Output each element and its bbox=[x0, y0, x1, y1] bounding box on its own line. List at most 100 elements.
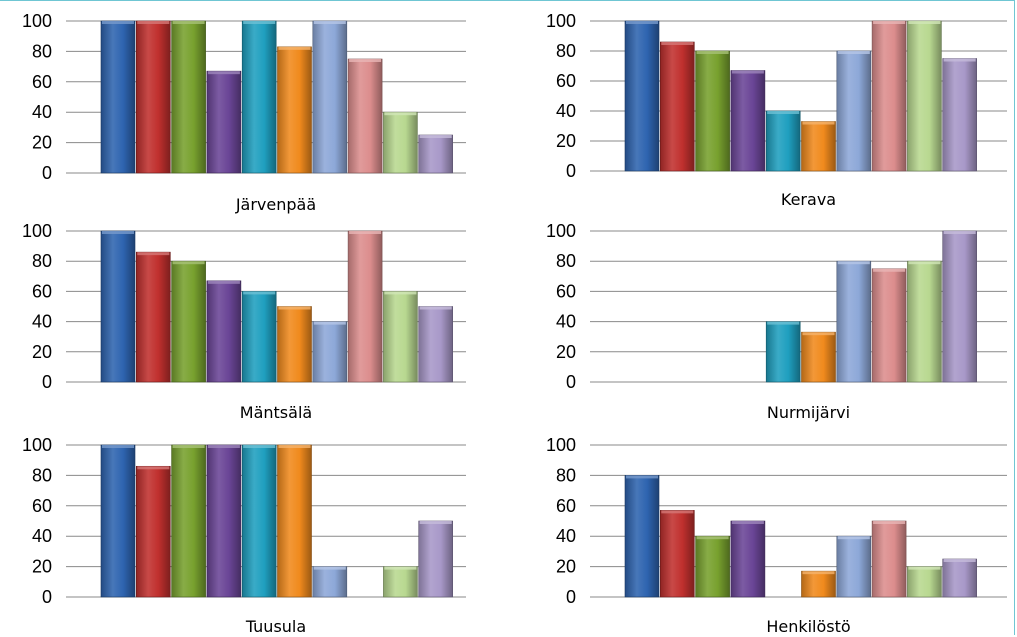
bar-highlight bbox=[102, 445, 134, 448]
bar bbox=[100, 20, 136, 174]
bar bbox=[277, 306, 312, 383]
y-tick-label: 100 bbox=[22, 11, 52, 31]
bar-highlight bbox=[243, 291, 276, 295]
bar-highlight bbox=[802, 332, 835, 336]
category-label: Nurmijärvi bbox=[767, 403, 850, 422]
bar bbox=[624, 475, 660, 598]
bar bbox=[907, 260, 942, 383]
bar-highlight bbox=[626, 475, 658, 479]
bar-highlight bbox=[102, 231, 134, 234]
bar-highlight bbox=[731, 70, 764, 74]
y-tick-label: 0 bbox=[566, 161, 576, 181]
category-label: Järvenpää bbox=[235, 195, 316, 214]
bar-highlight bbox=[384, 112, 417, 116]
bar bbox=[942, 58, 978, 172]
bar bbox=[312, 321, 348, 383]
bar bbox=[418, 134, 454, 174]
bar bbox=[871, 520, 907, 598]
bar bbox=[418, 306, 454, 383]
y-tick-label: 80 bbox=[556, 251, 576, 271]
bar-highlight bbox=[626, 21, 658, 24]
bar bbox=[765, 110, 801, 172]
y-tick-label: 100 bbox=[22, 435, 52, 455]
y-tick-label: 20 bbox=[556, 342, 576, 362]
y-tick-label: 40 bbox=[32, 102, 52, 122]
chart-panel-4: 0 20 40 60 80 100 Nurmijärvi bbox=[546, 221, 1007, 422]
bar-highlight bbox=[278, 46, 311, 50]
bar bbox=[100, 444, 136, 598]
y-tick-label: 40 bbox=[32, 526, 52, 546]
chart-panel-1: 0 20 40 60 80 100 Järvenpää bbox=[22, 11, 466, 214]
bar bbox=[801, 570, 836, 598]
bar-highlight bbox=[873, 21, 906, 24]
bar-highlight bbox=[102, 21, 134, 24]
y-tick-label: 20 bbox=[556, 131, 576, 151]
y-tick-label: 60 bbox=[32, 281, 52, 301]
bar-highlight bbox=[873, 521, 906, 524]
chart-panel-5: 0 20 40 60 80 100 Tuusula bbox=[22, 435, 466, 636]
bar-highlight bbox=[278, 306, 311, 310]
bar bbox=[418, 520, 454, 598]
bar bbox=[907, 20, 942, 172]
bar-highlight bbox=[908, 261, 941, 265]
y-tick-label: 0 bbox=[566, 372, 576, 392]
bar-highlight bbox=[802, 571, 835, 575]
bar-highlight bbox=[731, 521, 764, 524]
y-tick-label: 0 bbox=[42, 163, 52, 183]
bar bbox=[836, 260, 872, 383]
y-tick-label: 100 bbox=[546, 435, 576, 455]
y-tick-label: 80 bbox=[32, 465, 52, 485]
bar bbox=[695, 50, 730, 172]
bar-highlight bbox=[349, 231, 382, 234]
category-label: Tuusula bbox=[245, 617, 306, 636]
bar-highlight bbox=[419, 521, 452, 524]
bar-highlight bbox=[243, 445, 276, 448]
bar-highlight bbox=[313, 321, 346, 325]
y-tick-label: 40 bbox=[32, 312, 52, 332]
bar-highlight bbox=[767, 321, 800, 325]
bar bbox=[801, 331, 836, 383]
bar bbox=[206, 444, 242, 598]
bar bbox=[942, 558, 978, 598]
category-label: Mäntsälä bbox=[240, 403, 312, 422]
bar-highlight bbox=[207, 280, 240, 284]
bar bbox=[241, 20, 277, 174]
bar-highlight bbox=[137, 21, 170, 24]
bar bbox=[277, 46, 312, 174]
y-tick-label: 20 bbox=[556, 557, 576, 577]
bar bbox=[383, 291, 418, 383]
bar bbox=[171, 20, 206, 174]
bar bbox=[347, 230, 383, 383]
y-tick-label: 80 bbox=[32, 251, 52, 271]
y-tick-label: 20 bbox=[32, 133, 52, 153]
bar bbox=[206, 70, 242, 174]
bar-highlight bbox=[384, 291, 417, 295]
y-tick-label: 0 bbox=[42, 372, 52, 392]
bar bbox=[277, 444, 312, 598]
bar bbox=[171, 444, 206, 598]
bar-highlight bbox=[207, 445, 240, 448]
bar bbox=[907, 566, 942, 598]
y-tick-label: 80 bbox=[32, 41, 52, 61]
y-tick-label: 40 bbox=[556, 101, 576, 121]
bar bbox=[836, 50, 872, 172]
bar bbox=[312, 566, 348, 598]
bar bbox=[695, 535, 730, 598]
chart-panel-2: 0 20 40 60 80 100 Kerava bbox=[546, 11, 1007, 209]
bar bbox=[136, 20, 171, 174]
bar bbox=[836, 535, 872, 598]
y-tick-label: 60 bbox=[556, 71, 576, 91]
y-tick-label: 100 bbox=[22, 221, 52, 241]
bar-highlight bbox=[696, 51, 729, 54]
bar-highlight bbox=[349, 59, 382, 62]
y-tick-label: 80 bbox=[556, 465, 576, 485]
y-tick-label: 60 bbox=[556, 281, 576, 301]
chart-panel-3: 0 20 40 60 80 100 Mäntsälä bbox=[22, 221, 466, 422]
bar-highlight bbox=[419, 306, 452, 310]
bar bbox=[942, 230, 978, 383]
category-label: Henkilöstö bbox=[766, 617, 850, 636]
bar-highlight bbox=[137, 252, 170, 256]
bar bbox=[871, 20, 907, 172]
bar-highlight bbox=[837, 51, 870, 54]
